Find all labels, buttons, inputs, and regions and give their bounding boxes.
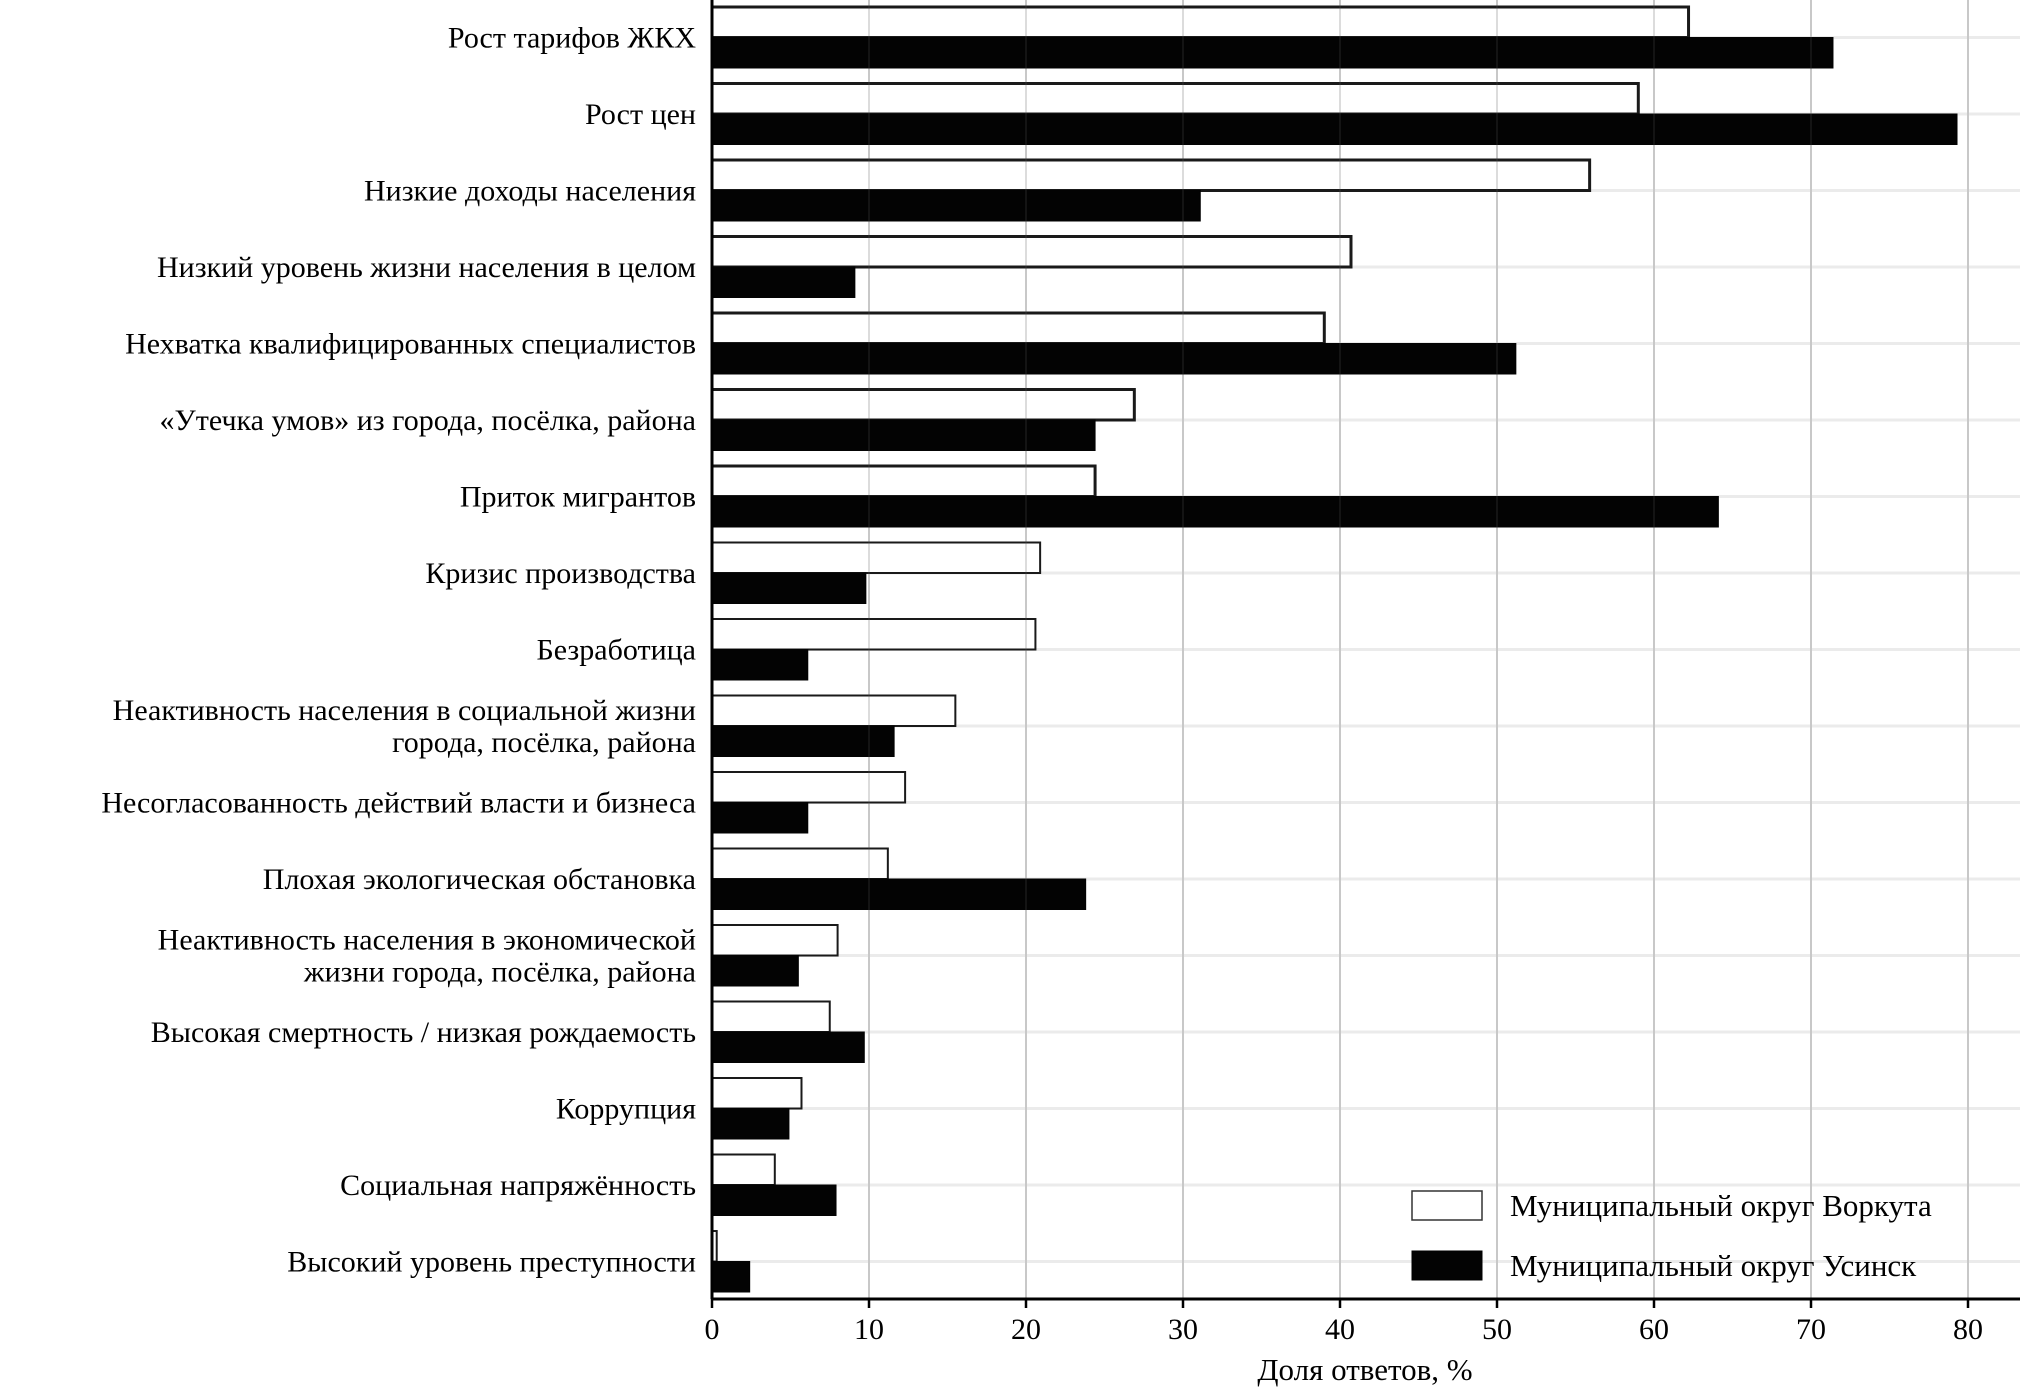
category-label-line: Высокий уровень преступности (287, 1246, 696, 1279)
bar-usinsk (711, 802, 809, 834)
bar-usinsk (711, 955, 799, 987)
category-label: Кризис производства (425, 557, 696, 590)
category-label: Коррупция (556, 1093, 696, 1126)
legend-swatch-usinsk (1411, 1250, 1483, 1281)
bar-vorkuta (711, 771, 907, 804)
x-tick-label: 50 (1482, 1313, 1512, 1346)
bar-vorkuta (710, 388, 1136, 422)
bar-usinsk (711, 190, 1201, 222)
category-label-line: Нехватка квалифицированных специалистов (125, 328, 696, 361)
bar-usinsk (711, 725, 895, 757)
category-label-line: Рост цен (585, 98, 696, 131)
category-label-line: жизни города, посёлка, района (303, 956, 696, 989)
bar-usinsk (711, 1108, 790, 1140)
bar-usinsk (711, 419, 1096, 451)
bar-vorkuta (711, 924, 839, 957)
bar-vorkuta (710, 464, 1097, 498)
x-axis-title: Доля ответов, % (1257, 1352, 1472, 1387)
bar-usinsk (711, 37, 1834, 69)
legend: Муниципальный округ Воркута Муниципальны… (1411, 1188, 1932, 1283)
x-tick-label: 60 (1639, 1313, 1669, 1346)
category-label-line: Низкий уровень жизни населения в целом (157, 251, 696, 284)
x-ticks: 0 10 20 30 40 50 60 70 80 (705, 1299, 1983, 1346)
category-label: Плохая экологическая обстановка (263, 863, 696, 896)
category-label-line: Низкие доходы населения (364, 175, 696, 208)
bar-vorkuta (710, 82, 1640, 116)
category-label-line: Рост тарифов ЖКХ (448, 22, 696, 55)
grid-lines-overlay (868, 0, 1969, 1299)
bar-usinsk (711, 649, 809, 681)
category-labels: Рост тарифов ЖКХ Рост цен Низкие доходы на… (101, 22, 696, 1279)
category-label-line: Безработица (537, 634, 696, 667)
category-label-line: города, посёлка, района (392, 726, 696, 759)
category-label-line: «Утечка умов» из города, посёлка, района (160, 404, 696, 437)
category-label: Низкие доходы населения (364, 175, 696, 208)
category-label: Несогласованность действий власти и бизн… (101, 787, 696, 820)
category-label: Низкий уровень жизни населения в целом (157, 251, 696, 284)
x-tick-label: 70 (1796, 1313, 1826, 1346)
bar-vorkuta (711, 541, 1042, 574)
category-label: Нехватка квалифицированных специалистов (125, 328, 696, 361)
bar-usinsk (711, 1031, 865, 1063)
bar-usinsk (711, 878, 1087, 910)
x-tick-label: 0 (705, 1313, 720, 1346)
bar-usinsk (711, 113, 1958, 145)
category-label-line: Приток мигрантов (460, 481, 696, 514)
category-label-line: Плохая экологическая обстановка (263, 863, 696, 896)
legend-label-usinsk: Муниципальный округ Усинск (1510, 1248, 1917, 1283)
category-label: Приток мигрантов (460, 481, 696, 514)
category-label-line: Кризис производства (425, 557, 696, 590)
bar-usinsk (711, 496, 1719, 528)
category-label-line: Неактивность населения в социальной жизн… (113, 694, 696, 727)
bar-usinsk (711, 343, 1517, 375)
bar-vorkuta (710, 158, 1592, 192)
category-label-line: Коррупция (556, 1093, 696, 1126)
category-label: Неактивность населения в социальной жизн… (113, 694, 696, 759)
x-tick-label: 80 (1953, 1313, 1983, 1346)
category-label: Безработица (537, 634, 696, 667)
category-label: Рост цен (585, 98, 696, 131)
category-label: «Утечка умов» из города, посёлка, района (160, 404, 696, 437)
bar-vorkuta (710, 311, 1326, 345)
legend-label-vorkuta: Муниципальный округ Воркута (1510, 1188, 1932, 1223)
legend-swatch-vorkuta (1411, 1190, 1483, 1221)
bar-vorkuta (711, 618, 1037, 651)
bar-usinsk (711, 266, 856, 298)
bar-vorkuta (711, 847, 889, 880)
bars (710, 5, 1958, 1293)
category-label: Высокая смертность / низкая рождаемость (151, 1016, 696, 1049)
x-tick-label: 10 (854, 1313, 884, 1346)
bar-usinsk (711, 1261, 751, 1293)
category-label: Социальная напряжённость (340, 1169, 696, 1202)
bar-vorkuta (711, 1000, 831, 1033)
bar-vorkuta (711, 1153, 776, 1186)
category-label: Неактивность населения в экономической жи… (158, 924, 696, 989)
bar-vorkuta (710, 235, 1353, 269)
x-tick-label: 30 (1168, 1313, 1198, 1346)
x-tick-label: 40 (1325, 1313, 1355, 1346)
bar-vorkuta (710, 5, 1691, 39)
bar-vorkuta (711, 694, 957, 727)
category-label-line: Несогласованность действий власти и бизн… (101, 787, 696, 820)
category-label-line: Социальная напряжённость (340, 1169, 696, 1202)
category-label-line: Высокая смертность / низкая рождаемость (151, 1016, 696, 1049)
category-label: Высокий уровень преступности (287, 1246, 696, 1279)
bar-vorkuta (711, 1077, 803, 1110)
category-label-line: Неактивность населения в экономической (158, 924, 696, 957)
x-tick-label: 20 (1011, 1313, 1041, 1346)
bar-usinsk (711, 1184, 837, 1216)
x-axis (710, 0, 2020, 1301)
category-label: Рост тарифов ЖКХ (448, 22, 696, 55)
bar-usinsk (711, 572, 867, 604)
